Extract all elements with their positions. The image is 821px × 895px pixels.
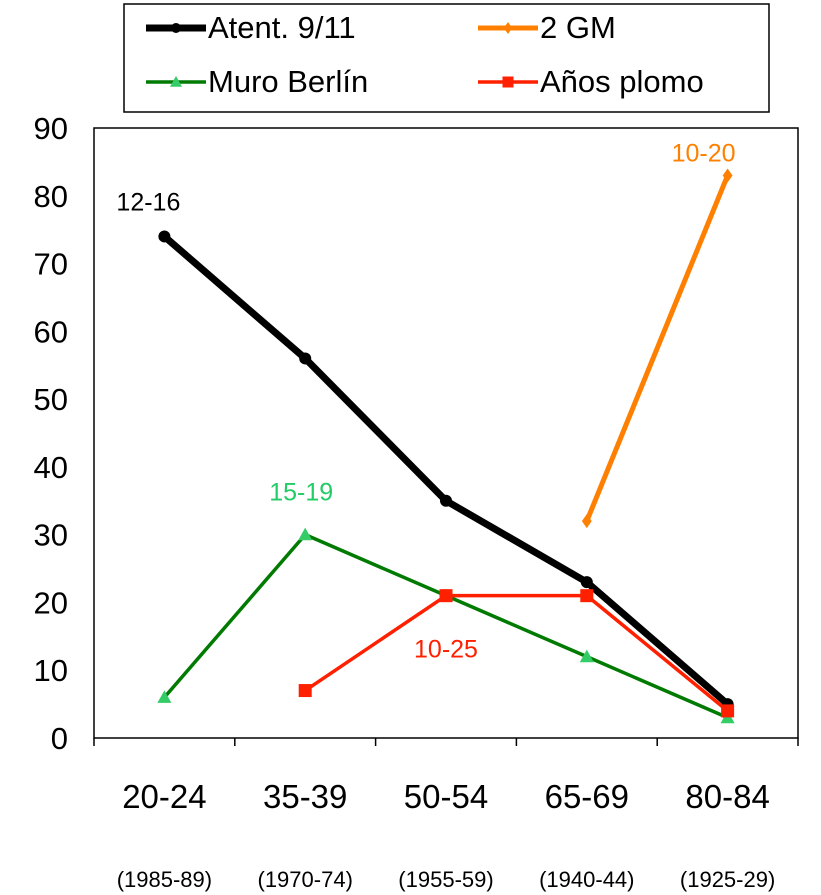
y-tick-label: 80 xyxy=(34,179,68,214)
series-muro-berl-n xyxy=(157,527,735,724)
y-tick-label: 0 xyxy=(51,721,68,756)
data-annotation: 15-19 xyxy=(269,479,333,507)
data-annotation: 10-20 xyxy=(672,139,736,167)
data-annotation: 12-16 xyxy=(116,188,180,216)
annotations: 12-16 10-20 15-19 10-25 xyxy=(116,139,735,663)
legend-swatch-marker xyxy=(503,22,513,34)
x-sub-label: (1985-89) xyxy=(117,867,212,892)
y-tick-label: 50 xyxy=(34,382,68,417)
legend-label: 2 GM xyxy=(540,10,616,45)
legend-swatch-marker xyxy=(170,76,182,87)
x-sub-label: (1925-29) xyxy=(680,867,775,892)
legend-swatch-marker xyxy=(502,76,514,88)
plot-frame xyxy=(93,127,799,739)
legend: Atent. 9/11 2 GM Muro Berlín Años plomo xyxy=(123,3,770,113)
y-tick-label: 70 xyxy=(34,247,68,282)
x-tick-label: 50-54 xyxy=(404,778,488,815)
tick-labels: 0 10 20 30 40 50 60 70 80 90 20-24 35-39 50-54 65-69 8… xyxy=(34,111,776,892)
legend-label: Muro Berlín xyxy=(208,64,368,99)
data-annotation: 10-25 xyxy=(414,636,478,664)
data-point xyxy=(722,168,733,183)
data-point xyxy=(721,704,735,718)
series-lines xyxy=(157,168,735,724)
series-a-os-plomo xyxy=(298,589,735,718)
y-tick-label: 90 xyxy=(34,111,68,146)
x-tick-label: 65-69 xyxy=(545,778,629,815)
x-sub-label: (1970-74) xyxy=(258,867,353,892)
data-point xyxy=(581,514,592,529)
data-point xyxy=(298,527,313,541)
data-point xyxy=(579,649,594,663)
series-2-gm xyxy=(581,168,733,529)
series-line xyxy=(162,233,730,707)
data-point xyxy=(580,589,594,603)
y-tick-label: 60 xyxy=(34,314,68,349)
data-point xyxy=(158,230,171,243)
data-point xyxy=(439,589,453,603)
legend-label: Años plomo xyxy=(540,64,704,99)
x-sub-label: (1940-44) xyxy=(539,867,634,892)
data-point xyxy=(580,576,593,589)
data-point xyxy=(157,690,172,703)
series-line xyxy=(163,532,729,720)
data-point xyxy=(298,684,312,698)
y-tick-label: 10 xyxy=(34,653,68,688)
y-tick-label: 40 xyxy=(34,450,68,485)
data-point xyxy=(440,494,452,507)
x-tick-label: 35-39 xyxy=(263,778,347,815)
legend-label: Atent. 9/11 xyxy=(208,10,356,45)
series-atent-9-11 xyxy=(158,230,734,711)
x-tick-label: 80-84 xyxy=(685,778,769,815)
axes xyxy=(93,127,799,746)
legend-box xyxy=(123,3,770,113)
y-tick-label: 30 xyxy=(34,518,68,553)
data-point xyxy=(299,352,312,365)
series-line xyxy=(304,593,729,713)
x-sub-label: (1955-59) xyxy=(398,867,493,892)
y-tick-label: 20 xyxy=(34,585,68,620)
legend-swatch-marker xyxy=(171,23,181,33)
series-line xyxy=(584,174,730,523)
x-tick-label: 20-24 xyxy=(122,778,206,815)
